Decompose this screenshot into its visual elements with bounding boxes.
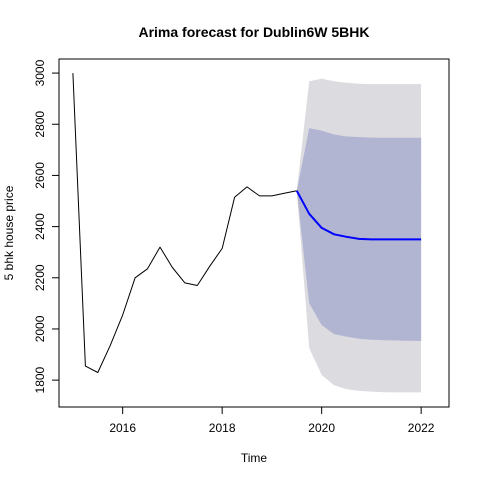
x-axis-label: Time	[241, 451, 268, 465]
y-tick-label: 2000	[33, 315, 47, 342]
interval-80-band	[296, 128, 422, 341]
y-tick-label: 2200	[33, 264, 47, 291]
forecast-intervals	[296, 78, 422, 393]
y-tick-label: 2400	[33, 213, 47, 240]
y-tick-label: 1800	[33, 366, 47, 393]
chart-title: Arima forecast for Dublin6W 5BHK	[138, 24, 369, 40]
series-lines	[72, 73, 422, 373]
observed-series-line	[72, 73, 297, 373]
x-tick-label: 2022	[408, 421, 435, 435]
y-tick-label: 2800	[33, 111, 47, 138]
x-tick-label: 2020	[308, 421, 335, 435]
x-tick-label: 2016	[109, 421, 136, 435]
y-axis-label: 5 bhk house price	[2, 185, 16, 280]
y-tick-label: 2600	[33, 162, 47, 189]
x-tick-label: 2018	[209, 421, 236, 435]
y-tick-label: 3000	[33, 59, 47, 86]
plot-frame	[58, 58, 450, 408]
forecast-series-line	[295, 190, 422, 241]
